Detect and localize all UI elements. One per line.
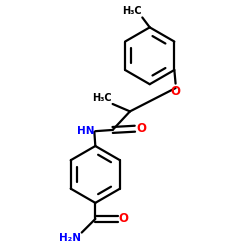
- Text: H₃C: H₃C: [122, 6, 142, 16]
- Text: O: O: [170, 85, 180, 98]
- Text: HN: HN: [77, 126, 94, 136]
- Text: O: O: [136, 122, 146, 135]
- Text: H₃C: H₃C: [92, 93, 112, 103]
- Text: O: O: [119, 212, 129, 226]
- Text: H₂N: H₂N: [59, 233, 81, 243]
